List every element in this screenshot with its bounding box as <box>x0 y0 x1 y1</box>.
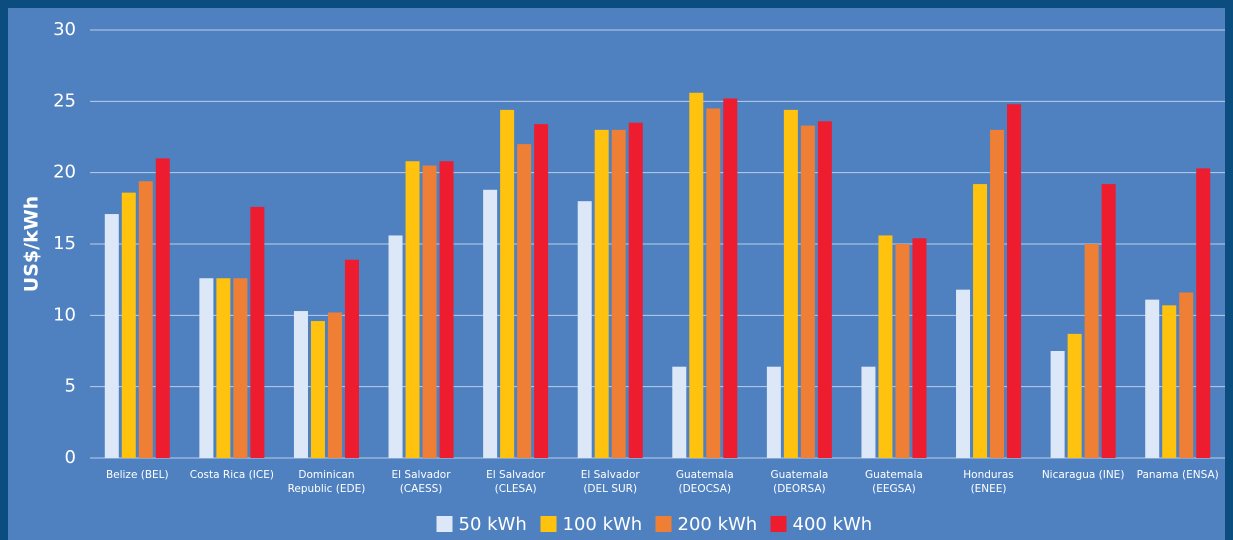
legend-label: 100 kWh <box>563 514 643 535</box>
x-tick-label-line: (CLESA) <box>495 483 537 495</box>
bar <box>138 181 153 458</box>
bar <box>344 259 359 458</box>
bar <box>233 278 248 458</box>
y-tick-label: 10 <box>53 304 76 325</box>
bar <box>121 192 136 458</box>
legend-label: 50 kWh <box>459 514 527 535</box>
x-tick-label-line: El Salvador <box>392 469 452 481</box>
x-tick-label: El Salvador (DEL SUR) <box>581 469 641 495</box>
x-tick-label-line: (CAESS) <box>400 483 443 495</box>
x-tick-label-line: Nicaragua (INE) <box>1042 469 1125 481</box>
x-tick-label: Costa Rica (ICE) <box>190 469 274 481</box>
x-tick-label-line: El Salvador <box>486 469 546 481</box>
bar <box>1162 305 1177 458</box>
bar <box>594 129 609 458</box>
legend-label: 400 kWh <box>793 514 873 535</box>
bar <box>327 312 342 458</box>
bar <box>405 161 420 458</box>
bar <box>577 201 592 458</box>
legend-label: 200 kWh <box>678 514 758 535</box>
bar <box>1196 168 1211 459</box>
legend-swatch <box>770 516 787 532</box>
bar <box>439 161 454 458</box>
x-tick-label-line: (DEL SUR) <box>583 483 637 495</box>
y-tick-label: 20 <box>53 162 76 183</box>
bar <box>861 366 876 458</box>
bar <box>672 366 687 458</box>
x-tick-label-line: Costa Rica (ICE) <box>190 469 274 481</box>
x-tick-label: El Salvador (CLESA) <box>486 469 546 495</box>
bar <box>1101 184 1116 458</box>
bar <box>990 129 1005 458</box>
bar <box>1050 351 1065 458</box>
bar <box>689 92 704 459</box>
bar <box>1007 104 1022 458</box>
bar <box>104 214 119 458</box>
bar <box>973 184 988 458</box>
x-tick-label-line: Dominican <box>298 469 354 481</box>
x-tick-label-line: Panama (ENSA) <box>1137 469 1219 481</box>
bar <box>1067 333 1082 458</box>
bar <box>723 98 738 458</box>
bar <box>500 109 515 458</box>
bar <box>388 235 403 458</box>
x-tick-label-line: (DEORSA) <box>773 483 826 495</box>
legend-swatch <box>655 516 672 532</box>
bar <box>766 366 781 458</box>
x-tick-label-line: Guatemala <box>676 469 734 481</box>
bar <box>534 124 549 458</box>
bar <box>912 238 927 458</box>
x-tick-label: Honduras (ENEE) <box>963 469 1014 495</box>
y-tick-label: 0 <box>65 447 76 468</box>
x-tick-label-line: El Salvador <box>581 469 641 481</box>
bar <box>250 206 265 458</box>
legend-swatch <box>436 516 453 532</box>
x-tick-label-line: Republic (EDE) <box>288 483 366 495</box>
bar <box>422 165 437 459</box>
x-tick-label: Nicaragua (INE) <box>1042 469 1125 481</box>
bar <box>706 108 721 458</box>
bar <box>199 278 214 458</box>
x-tick-label: El Salvador (CAESS) <box>392 469 452 495</box>
x-tick-label-line: (EEGSA) <box>872 483 916 495</box>
x-tick-label: Guatemala (DEOCSA) <box>676 469 734 495</box>
bar <box>956 289 971 458</box>
bar <box>1179 292 1194 458</box>
bar <box>611 129 626 458</box>
y-axis-label: US$/kWh <box>21 196 43 292</box>
y-tick-label: 5 <box>65 376 76 397</box>
x-tick-label-line: (DEOCSA) <box>679 483 732 495</box>
x-tick-label-line: Honduras <box>963 469 1014 481</box>
x-tick-label: Guatemala (EEGSA) <box>865 469 923 495</box>
x-tick-label-line: (ENEE) <box>971 483 1007 495</box>
legend-swatch <box>540 516 557 532</box>
y-tick-label: 30 <box>53 19 76 40</box>
x-tick-label: Dominican Republic (EDE) <box>288 469 366 495</box>
bar <box>310 321 325 458</box>
bar <box>800 125 815 458</box>
x-tick-label: Panama (ENSA) <box>1137 469 1219 481</box>
bar <box>783 109 798 458</box>
bar <box>895 244 910 458</box>
bar <box>517 144 532 458</box>
bar <box>155 158 170 458</box>
y-tick-label: 15 <box>53 233 76 254</box>
bar <box>1145 299 1160 458</box>
bar <box>483 189 498 458</box>
bar <box>817 121 832 458</box>
x-tick-label: Belize (BEL) <box>106 469 169 481</box>
bar <box>216 278 231 458</box>
bar <box>628 122 643 458</box>
x-tick-label-line: Guatemala <box>865 469 923 481</box>
y-tick-label: 25 <box>53 90 76 111</box>
bar <box>1084 244 1099 458</box>
bar <box>293 311 308 458</box>
bar <box>878 235 893 458</box>
x-tick-label-line: Guatemala <box>770 469 828 481</box>
x-tick-label-line: Belize (BEL) <box>106 469 169 481</box>
x-tick-label: Guatemala (DEORSA) <box>770 469 828 495</box>
